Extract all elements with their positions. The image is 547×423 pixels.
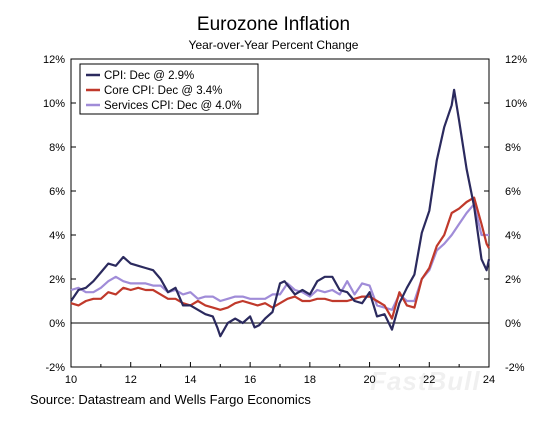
y-tick-label-right: 4% bbox=[505, 230, 521, 242]
y-tick-label-right: 12% bbox=[505, 54, 527, 66]
x-tick-label: 10 bbox=[65, 374, 77, 386]
y-tick-label-right: -2% bbox=[505, 362, 525, 374]
x-tick-label: 22 bbox=[423, 374, 435, 386]
axis-ticks: 12% 12%10% 10%8% 8%6% 6%4% 4%2% 2%0% 0%-2% -2%10… bbox=[43, 54, 527, 386]
watermark-logo: FastBull bbox=[370, 366, 481, 396]
x-tick-label: 18 bbox=[304, 374, 316, 386]
y-tick-label-left: 12% bbox=[43, 54, 65, 66]
y-tick-label-right: 6% bbox=[505, 186, 521, 198]
x-tick-label: 16 bbox=[244, 374, 256, 386]
legend-box bbox=[79, 63, 259, 115]
x-tick-label: 20 bbox=[363, 374, 375, 386]
y-tick-label-left: 0% bbox=[49, 318, 65, 330]
y-tick-label-left: 6% bbox=[49, 186, 65, 198]
source-note: Source: Datastream and Wells Fargo Econo… bbox=[30, 392, 311, 407]
x-tick-label: 24 bbox=[483, 374, 495, 386]
chart-title: Eurozone Inflation bbox=[196, 14, 351, 35]
legend: CPI: Dec @ 2.9% Core CPI: Dec @ 3.4% Servi… bbox=[79, 63, 259, 115]
y-tick-label-left: 8% bbox=[49, 142, 65, 154]
series-line-1 bbox=[70, 196, 490, 320]
y-tick-label-left: -2% bbox=[45, 362, 65, 374]
legend-label: Core CPI: Dec @ 3.4% bbox=[104, 85, 222, 97]
y-tick-label-right: 2% bbox=[505, 274, 521, 286]
legend-label: CPI: Dec @ 2.9% bbox=[104, 70, 194, 82]
x-tick-label: 12 bbox=[125, 374, 137, 386]
x-tick-label: 14 bbox=[184, 374, 196, 386]
y-tick-label-right: 8% bbox=[505, 142, 521, 154]
y-tick-label-left: 4% bbox=[49, 230, 65, 242]
legend-label: Services CPI: Dec @ 4.0% bbox=[104, 100, 242, 112]
series-lines bbox=[70, 88, 491, 338]
series-line-0 bbox=[70, 88, 491, 338]
chart-subtitle: Year-over-Year Percent Change bbox=[188, 38, 359, 52]
y-tick-label-right: 0% bbox=[505, 318, 521, 330]
y-tick-label-left: 2% bbox=[49, 274, 65, 286]
y-tick-label-right: 10% bbox=[505, 98, 527, 110]
y-tick-label-left: 10% bbox=[43, 98, 65, 110]
